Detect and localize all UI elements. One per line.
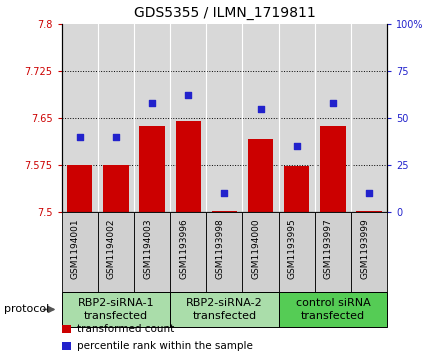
Bar [98, 212, 134, 292]
Point [330, 100, 337, 106]
Bar [139, 126, 165, 212]
Text: percentile rank within the sample: percentile rank within the sample [77, 341, 253, 351]
Text: control siRNA
transfected: control siRNA transfected [296, 298, 370, 321]
Text: GSM1193997: GSM1193997 [324, 219, 333, 280]
Point [257, 106, 264, 111]
Bar [62, 292, 170, 327]
Bar [242, 212, 279, 292]
Text: RBP2-siRNA-2
transfected: RBP2-siRNA-2 transfected [186, 298, 263, 321]
Bar [134, 212, 170, 292]
Bar [248, 139, 273, 212]
Point [221, 191, 228, 196]
Bar [212, 211, 237, 212]
Bar [206, 212, 242, 292]
Text: GSM1194000: GSM1194000 [252, 219, 260, 280]
Bar [320, 126, 345, 212]
Text: GSM1194001: GSM1194001 [71, 219, 80, 280]
Text: RBP2-siRNA-1
transfected: RBP2-siRNA-1 transfected [77, 298, 154, 321]
Bar [170, 212, 206, 292]
Point [76, 134, 83, 140]
Bar [279, 292, 387, 327]
Title: GDS5355 / ILMN_1719811: GDS5355 / ILMN_1719811 [133, 6, 315, 20]
Bar [103, 165, 128, 212]
Bar [67, 165, 92, 212]
Bar [62, 212, 98, 292]
Text: GSM1193998: GSM1193998 [216, 219, 224, 280]
Bar [176, 121, 201, 212]
Bar [284, 166, 309, 212]
Bar [170, 292, 279, 327]
Text: GSM1193999: GSM1193999 [360, 219, 369, 280]
Text: GSM1194002: GSM1194002 [107, 219, 116, 279]
Text: GSM1193995: GSM1193995 [288, 219, 297, 280]
Bar [315, 212, 351, 292]
Text: GSM1193996: GSM1193996 [179, 219, 188, 280]
Point [112, 134, 119, 140]
Bar [356, 211, 382, 212]
Point [366, 191, 373, 196]
Bar [279, 212, 315, 292]
Point [185, 93, 192, 98]
Point [293, 143, 300, 149]
Point [149, 100, 156, 106]
Text: protocol: protocol [4, 305, 50, 314]
Bar [351, 212, 387, 292]
Text: transformed count: transformed count [77, 323, 174, 334]
Text: GSM1194003: GSM1194003 [143, 219, 152, 280]
